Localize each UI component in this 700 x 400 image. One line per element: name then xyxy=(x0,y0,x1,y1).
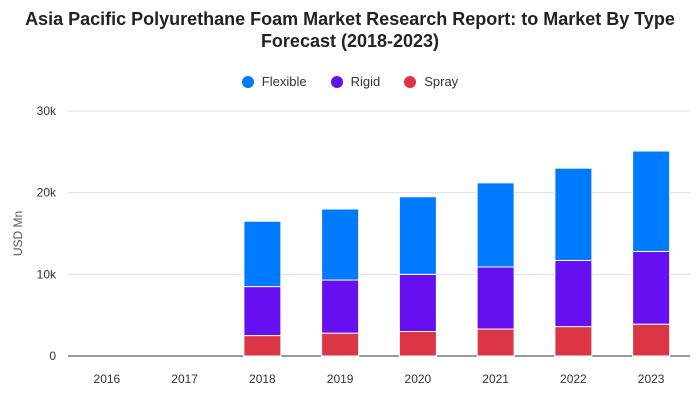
chart-title: Asia Pacific Polyurethane Foam Market Re… xyxy=(25,9,675,51)
bar-flexible-2020 xyxy=(398,196,437,275)
bar-rigid-2018 xyxy=(243,286,282,337)
x-tick-label: 2019 xyxy=(327,372,354,386)
legend-label: Rigid xyxy=(350,74,381,89)
bar-flexible-2021 xyxy=(476,182,515,268)
y-tick-label: 0 xyxy=(49,349,56,363)
legend-swatch xyxy=(241,75,254,88)
bar-spray-2023 xyxy=(632,323,671,357)
y-tick-label: 30k xyxy=(37,104,57,118)
bar-flexible-2019 xyxy=(321,208,360,281)
legend-label: Spray xyxy=(424,74,459,89)
x-tick-label: 2018 xyxy=(249,372,276,386)
bar-rigid-2019 xyxy=(321,279,360,334)
bar-rigid-2021 xyxy=(476,266,515,330)
bar-spray-2018 xyxy=(243,335,282,357)
bar-flexible-2022 xyxy=(554,167,593,261)
legend-item-rigid[interactable]: Rigid xyxy=(330,74,381,89)
x-tick-label: 2020 xyxy=(405,372,432,386)
y-tick-label: 10k xyxy=(37,267,57,281)
bar-spray-2019 xyxy=(321,332,360,357)
chart-legend: Flexible Rigid Spray xyxy=(0,74,700,89)
x-tick-label: 2021 xyxy=(482,372,509,386)
y-tick-label: 20k xyxy=(37,186,57,200)
legend-item-spray[interactable]: Spray xyxy=(404,74,458,89)
bar-rigid-2020 xyxy=(398,273,437,333)
bar-flexible-2023 xyxy=(632,150,671,252)
bar-flexible-2018 xyxy=(243,220,282,288)
x-tick-label: 2022 xyxy=(560,372,587,386)
y-axis-title: USD Mn xyxy=(11,211,25,256)
legend-label: Flexible xyxy=(261,74,307,89)
bar-rigid-2022 xyxy=(554,259,593,328)
legend-item-flexible[interactable]: Flexible xyxy=(241,74,307,89)
legend-swatch xyxy=(330,75,343,88)
x-tick-label: 2016 xyxy=(94,372,121,386)
bar-rigid-2023 xyxy=(632,250,671,325)
legend-swatch xyxy=(404,75,417,88)
bar-spray-2021 xyxy=(476,328,515,357)
x-tick-label: 2017 xyxy=(171,372,198,386)
bar-spray-2020 xyxy=(398,331,437,357)
bar-spray-2022 xyxy=(554,326,593,357)
x-tick-label: 2023 xyxy=(638,372,665,386)
